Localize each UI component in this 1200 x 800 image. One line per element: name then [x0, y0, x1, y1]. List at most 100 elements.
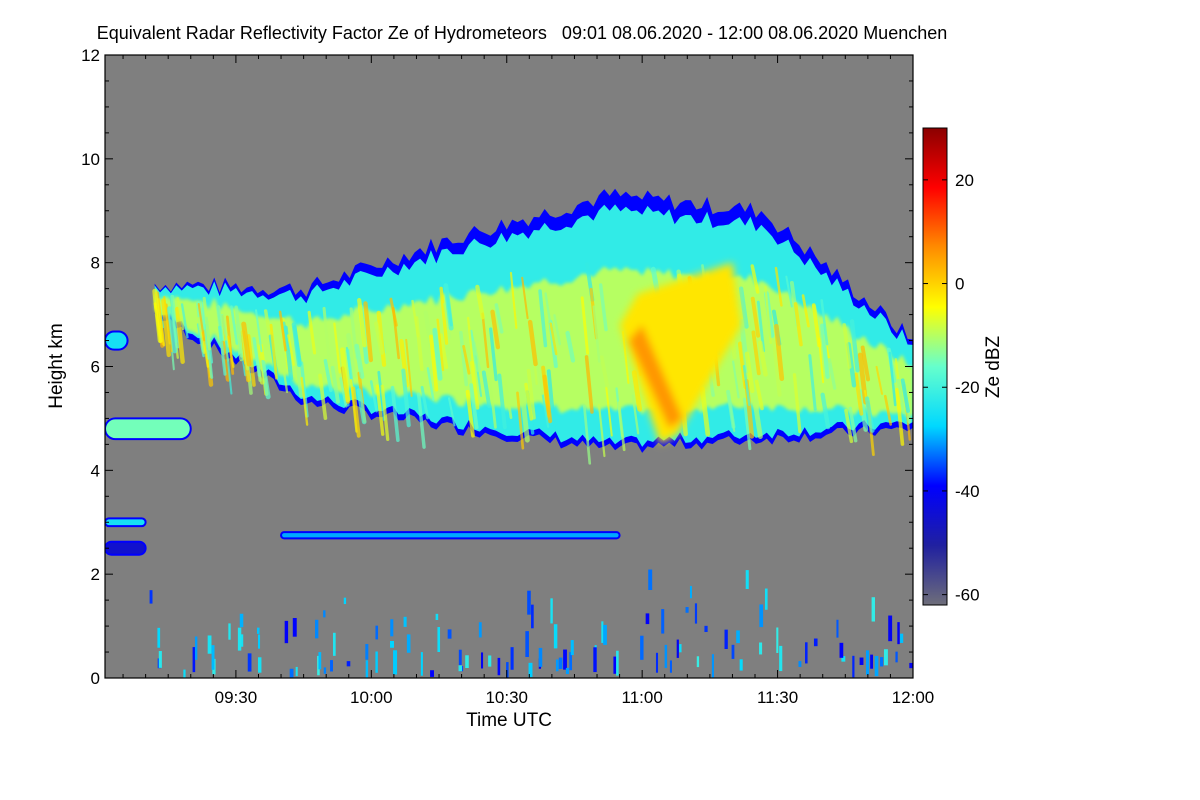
cloud-streak	[598, 283, 608, 332]
cloud-streak	[544, 292, 553, 330]
cloud-streak	[307, 310, 317, 355]
cloud-streak	[742, 364, 751, 407]
cloud-streak	[700, 386, 711, 437]
cloud-streak	[167, 306, 178, 354]
cloud-streak	[857, 389, 869, 432]
y-tick-label: 0	[91, 669, 100, 688]
cloud-streak	[469, 383, 479, 430]
cloud-streak	[420, 385, 429, 420]
colorbar-tick-label: 20	[955, 171, 974, 190]
cloud-streak	[726, 389, 736, 429]
cloud-streak	[504, 380, 513, 419]
x-tick-label: 11:30	[757, 688, 798, 707]
cloud-streak	[801, 294, 810, 328]
cloud-streak	[497, 373, 507, 430]
cloud-streak	[429, 334, 439, 392]
x-tick-label: 10:30	[485, 688, 528, 707]
cloud-streak	[432, 327, 443, 381]
cloud-streak	[255, 309, 263, 353]
colorbar-tick-label: -60	[955, 586, 980, 605]
cloud-streak	[234, 305, 244, 358]
cloud-streak	[462, 344, 471, 375]
cloud-streak	[580, 296, 590, 355]
cloud-streak	[565, 330, 576, 363]
cloud-streak	[864, 396, 875, 433]
x-tick-label: 11:00	[622, 688, 663, 707]
cloud-streak	[584, 355, 594, 414]
y-tick-label: 4	[91, 461, 100, 480]
cloud-streak	[860, 345, 871, 382]
cloud-streak	[750, 264, 760, 294]
cloud-streak	[617, 401, 626, 452]
cloud-streak	[774, 266, 783, 307]
cloud-streak	[546, 369, 557, 430]
cloud-streak	[375, 384, 385, 436]
cloud-streak	[808, 354, 817, 411]
cloud-streak	[246, 334, 256, 387]
cloud-streak	[165, 303, 174, 353]
cloud-streak	[751, 330, 761, 376]
cloud-streak	[443, 283, 454, 331]
cloud-streak	[459, 330, 469, 387]
cloud-streak	[844, 409, 854, 444]
cloud-streak	[287, 334, 295, 366]
chart-title: Equivalent Radar Reflectivity Factor Ze …	[97, 23, 948, 43]
cloud-streak	[180, 303, 189, 339]
cloud-streak	[489, 327, 498, 382]
x-tick-label: 09:30	[215, 688, 258, 707]
fall-streak-core	[619, 262, 742, 445]
cloud-streak	[201, 302, 210, 360]
cloud-streak	[792, 373, 802, 434]
x-axis: 09:30 10:00 10:30 11:00 11:30 12:00	[122, 55, 935, 707]
cloud-streak	[621, 331, 630, 384]
cloud-streak	[401, 368, 411, 428]
cloud-streak	[282, 321, 291, 352]
y-tick-label: 10	[81, 150, 100, 169]
cloud-streak	[516, 391, 525, 450]
cloud-streak	[820, 392, 831, 430]
cloud-streak	[374, 321, 384, 355]
x-axis-label: Time UTC	[466, 710, 552, 731]
cloud-streak	[488, 377, 497, 429]
y-tick-label: 12	[81, 46, 100, 65]
cloud-streak	[764, 285, 772, 345]
cloud-streak	[738, 286, 749, 329]
cloud-streak	[470, 340, 481, 373]
cloud-streak	[252, 337, 261, 377]
cloud-streak	[443, 302, 452, 339]
cloud-streak	[597, 403, 606, 458]
cloud-streak	[278, 310, 287, 352]
cloud-streak	[524, 382, 534, 421]
cloud-streak	[391, 307, 401, 360]
cloud-streak	[854, 372, 864, 416]
cloud-streak	[436, 318, 445, 372]
cloud-streak	[519, 387, 530, 443]
cloud-streak	[772, 339, 782, 397]
cloud-streak	[883, 394, 893, 426]
cloud-streak	[230, 305, 239, 345]
cloud-streak	[541, 394, 550, 428]
cloud-streak	[323, 359, 333, 393]
cloud-streak	[300, 376, 309, 426]
cloud-streak	[582, 404, 592, 465]
cloud-streak	[842, 323, 852, 369]
cloud-streak	[527, 319, 538, 367]
cloud-streak	[226, 335, 235, 369]
cloud-streak	[291, 322, 302, 368]
cloud-streak	[439, 333, 449, 369]
cloud-streak	[744, 351, 755, 394]
cloud-streak	[202, 296, 212, 351]
x-tick-label: 12:00	[892, 688, 935, 707]
cloud-streak	[888, 351, 897, 407]
echo-band	[105, 540, 147, 556]
cloud-streak	[175, 306, 185, 364]
x-tick-label: 10:00	[350, 688, 393, 707]
cloud-streak	[631, 394, 640, 435]
echo-band	[105, 517, 147, 528]
cloud-streak	[153, 302, 162, 343]
colorbar-tick-label: -40	[955, 482, 980, 501]
y-axis-label: Height km	[46, 323, 67, 409]
cloud-streak	[542, 374, 553, 424]
cloud-streak	[357, 298, 367, 348]
cloud-streak	[750, 296, 761, 338]
